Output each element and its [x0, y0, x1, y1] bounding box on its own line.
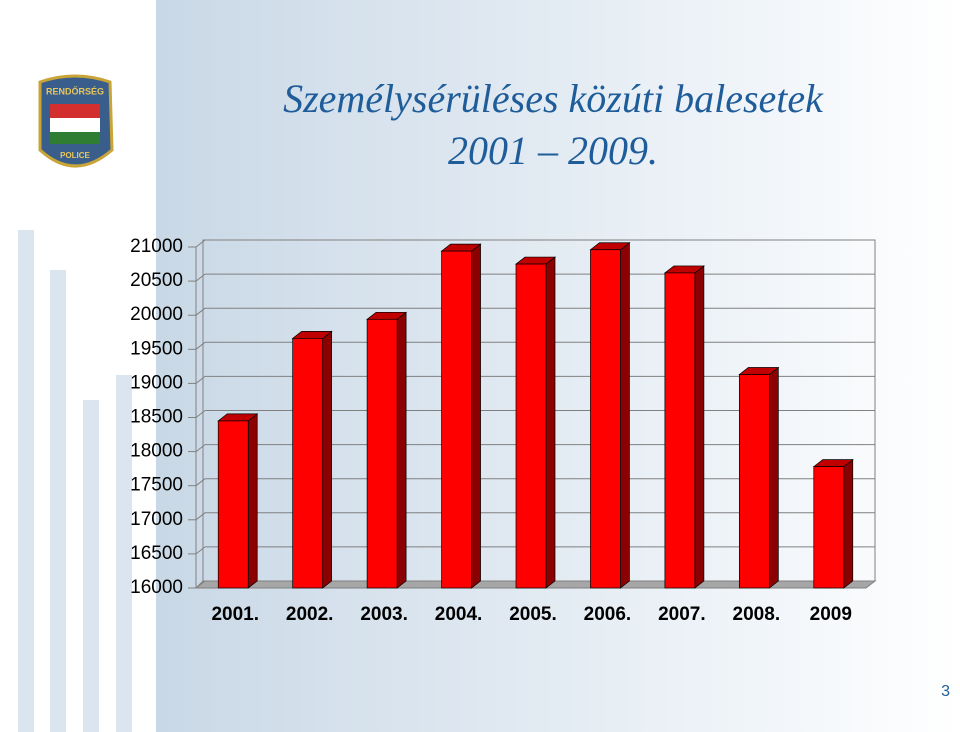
bar — [440, 243, 482, 589]
grid-line — [195, 307, 206, 316]
grid-line — [195, 546, 206, 555]
bar — [738, 366, 780, 589]
y-tick-label: 20500 — [130, 270, 183, 291]
y-tick-label: 20000 — [130, 304, 183, 325]
grid-line — [195, 273, 206, 282]
bar-side — [247, 413, 258, 589]
grid-line — [195, 410, 206, 418]
bar — [366, 311, 408, 589]
y-tick-label: 17500 — [130, 475, 183, 496]
bar-front — [590, 249, 621, 589]
grid-line — [195, 239, 206, 248]
chart-title: Személysérüléses közúti balesetek — [283, 76, 824, 121]
x-tick-label: 2006. — [584, 604, 632, 625]
bar-front — [664, 272, 696, 589]
bar-side — [843, 458, 854, 589]
x-tick-label: 2001. — [211, 604, 259, 625]
x-tick-label: 2005. — [509, 604, 557, 625]
decor-stripes — [18, 230, 132, 732]
bar-side — [545, 256, 556, 589]
y-tick-label: 18500 — [130, 407, 183, 428]
logo-bottom-text: POLICE — [60, 151, 90, 160]
bar-front — [366, 318, 398, 589]
bar-front — [441, 250, 472, 589]
y-tick-label: 21000 — [130, 236, 183, 257]
x-tick-label: 2002. — [286, 604, 334, 625]
bar — [812, 458, 854, 589]
grid-line — [195, 444, 206, 452]
y-tick-label: 16000 — [130, 577, 183, 598]
y-tick-label: 18000 — [130, 441, 183, 462]
x-tick-label: 2009 — [810, 604, 852, 625]
grid-line — [195, 341, 206, 350]
bar-side — [620, 242, 630, 589]
grid-line — [195, 512, 206, 521]
bar — [217, 413, 259, 589]
bar-side — [694, 265, 705, 589]
x-tick-label: 2004. — [435, 604, 483, 625]
bar-side — [396, 311, 407, 589]
logo: RENDŐRSÉG POLICE — [38, 74, 114, 168]
grid-line — [195, 478, 206, 487]
grid-line — [195, 376, 206, 384]
bar — [589, 242, 631, 589]
chart: 16000 16500 17000 17500 18000 18500 19000 19500… — [130, 236, 877, 625]
bar-front — [738, 374, 770, 589]
background-gradient — [156, 0, 960, 732]
x-tick-label: 2007. — [658, 604, 706, 625]
grid-line — [195, 580, 206, 589]
bar-side — [768, 366, 779, 589]
chart-title: 2001 – 2009. — [448, 128, 658, 173]
bar — [291, 330, 333, 589]
y-tick-label: 19500 — [130, 338, 183, 359]
bar — [663, 265, 705, 589]
bar — [514, 256, 557, 589]
y-tick-label: 17000 — [130, 509, 183, 530]
logo-top-text: RENDŐRSÉG — [46, 85, 104, 96]
y-tick-label: 16500 — [130, 543, 183, 564]
y-tick-label: 19000 — [130, 372, 183, 393]
bar-side — [471, 243, 481, 589]
bar-front — [515, 263, 547, 589]
bar-front — [292, 338, 324, 589]
bar-side — [322, 330, 333, 589]
x-tick-label: 2003. — [360, 604, 408, 625]
slide-number: 3 — [941, 683, 950, 700]
bar-front — [217, 420, 249, 589]
x-tick-label: 2008. — [733, 604, 781, 625]
bar-front — [813, 466, 845, 589]
